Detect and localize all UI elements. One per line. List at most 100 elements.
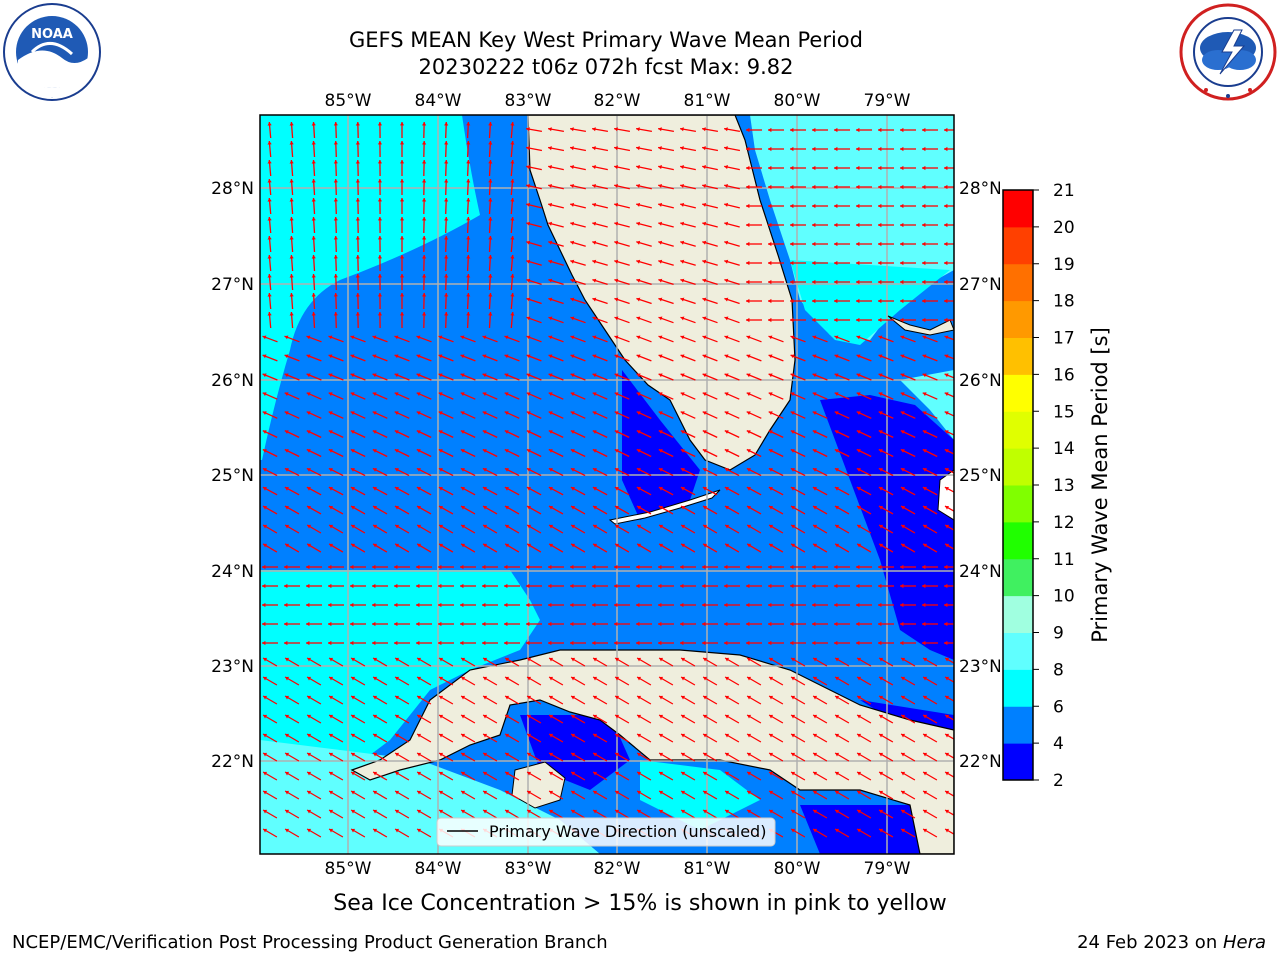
wave-arrow-head bbox=[394, 602, 398, 608]
wave-arrow-head bbox=[702, 468, 707, 472]
wave-arrow-head bbox=[329, 733, 334, 738]
wave-arrow-head bbox=[658, 184, 662, 188]
lon-label-bottom: 85°W bbox=[325, 859, 372, 879]
wave-arrow-head bbox=[614, 127, 618, 132]
wave-arrow-head bbox=[505, 790, 510, 795]
wave-arrow-head bbox=[460, 335, 465, 340]
wave-arrow-head bbox=[747, 771, 752, 776]
wave-arrow-head bbox=[615, 752, 620, 757]
wave-arrow-head bbox=[614, 278, 619, 283]
wave-arrow-head bbox=[812, 222, 816, 228]
wave-arrow-head bbox=[504, 564, 508, 570]
wave-arrow-head bbox=[768, 449, 773, 453]
wave-arrow-head bbox=[328, 373, 333, 378]
wave-arrow-head bbox=[444, 160, 449, 164]
wave-arrow-head bbox=[944, 165, 948, 171]
wave-arrow-head bbox=[900, 430, 905, 434]
lat-label-left: 23°N bbox=[211, 657, 254, 677]
wave-arrow-head bbox=[857, 714, 862, 719]
wave-arrow-head bbox=[636, 564, 640, 570]
wave-arrow-head bbox=[267, 312, 272, 316]
wave-arrow-head bbox=[922, 411, 927, 415]
lon-label-top: 81°W bbox=[684, 91, 731, 111]
wave-arrow-head bbox=[790, 317, 794, 323]
colorbar-tick-label: 14 bbox=[1053, 439, 1075, 459]
wave-arrow-head bbox=[856, 602, 860, 608]
wave-arrow-head bbox=[681, 733, 686, 738]
wave-arrow-head bbox=[400, 217, 405, 221]
wave-arrow-head bbox=[549, 695, 554, 700]
wave-arrow-head bbox=[922, 317, 926, 323]
wave-arrow-head bbox=[285, 506, 289, 510]
wave-arrow-head bbox=[944, 146, 948, 152]
wave-arrow-head bbox=[377, 255, 382, 259]
wave-arrow-head bbox=[747, 714, 752, 719]
wave-arrow-head bbox=[416, 392, 421, 397]
wave-arrow-head bbox=[813, 809, 818, 814]
wave-arrow-head bbox=[768, 317, 772, 323]
wave-arrow-head bbox=[461, 790, 466, 795]
credit-date: 24 Feb 2023 on bbox=[1077, 932, 1223, 953]
lon-label-bottom: 80°W bbox=[774, 859, 821, 879]
wave-arrow-head bbox=[747, 543, 752, 548]
wave-arrow-head bbox=[394, 640, 398, 646]
wave-arrow-head bbox=[856, 146, 860, 152]
wave-arrow-head bbox=[372, 354, 377, 359]
wave-arrow-head bbox=[395, 676, 400, 681]
wave-arrow-head bbox=[262, 621, 266, 627]
wave-arrow-head bbox=[526, 297, 531, 302]
lat-label-left: 22°N bbox=[211, 752, 254, 772]
wave-arrow-head bbox=[373, 828, 378, 833]
wave-arrow-head bbox=[944, 392, 949, 397]
wave-arrow-head bbox=[923, 524, 928, 529]
wave-arrow-head bbox=[637, 657, 642, 662]
wave-arrow-head bbox=[526, 411, 531, 415]
colorbar-swatch bbox=[1003, 374, 1033, 412]
wave-arrow-head bbox=[285, 790, 290, 795]
sea-ice-note: Sea Ice Concentration > 15% is shown in … bbox=[333, 891, 947, 916]
wave-arrow-head bbox=[289, 236, 294, 240]
wave-arrow-head bbox=[680, 240, 685, 245]
credit-left: NCEP/EMC/Verification Post Processing Pr… bbox=[12, 932, 608, 953]
wave-arrow-head bbox=[416, 335, 421, 340]
wave-arrow-head bbox=[615, 506, 619, 510]
wave-arrow-head bbox=[790, 203, 794, 209]
wave-arrow-head bbox=[527, 790, 532, 795]
wave-arrow-head bbox=[636, 297, 641, 302]
wave-arrow-head bbox=[658, 278, 663, 283]
wave-arrow-head bbox=[373, 752, 378, 757]
wave-arrow-head bbox=[262, 373, 267, 378]
wave-arrow-head bbox=[835, 714, 840, 719]
wave-arrow-head bbox=[570, 316, 575, 321]
wave-arrow-head bbox=[526, 621, 530, 627]
wave-arrow-head bbox=[614, 297, 619, 302]
wave-arrow-head bbox=[416, 487, 421, 491]
wave-arrow-head bbox=[724, 297, 729, 302]
wave-arrow-head bbox=[267, 198, 272, 202]
wave-arrow-head bbox=[526, 373, 531, 378]
wave-arrow-head bbox=[703, 809, 708, 814]
wave-arrow-head bbox=[791, 695, 796, 700]
wave-arrow-head bbox=[351, 790, 356, 795]
colorbar-swatch bbox=[1003, 521, 1033, 560]
wave-arrow-head bbox=[284, 640, 288, 646]
wave-arrow-head bbox=[483, 771, 488, 776]
wave-arrow-head bbox=[702, 621, 706, 627]
wave-arrow-head bbox=[725, 752, 730, 757]
wave-arrow-head bbox=[417, 809, 422, 814]
wave-arrow-head bbox=[526, 430, 531, 434]
cuba-landmass bbox=[350, 649, 954, 854]
wave-arrow-head bbox=[922, 564, 926, 570]
wave-arrow-head bbox=[307, 771, 312, 776]
wave-arrow-head bbox=[812, 335, 817, 340]
wave-arrow-head bbox=[812, 354, 817, 359]
wave-arrow-head bbox=[444, 141, 449, 145]
wave-arrow-head bbox=[944, 411, 949, 415]
wave-arrow-head bbox=[571, 809, 576, 814]
wave-arrow-head bbox=[394, 449, 399, 453]
wave-arrow-head bbox=[438, 640, 442, 646]
wave-arrow-head bbox=[702, 297, 707, 302]
wave-arrow-head bbox=[768, 354, 773, 359]
wave-arrow-head bbox=[285, 752, 290, 757]
wave-arrow-head bbox=[350, 621, 354, 627]
